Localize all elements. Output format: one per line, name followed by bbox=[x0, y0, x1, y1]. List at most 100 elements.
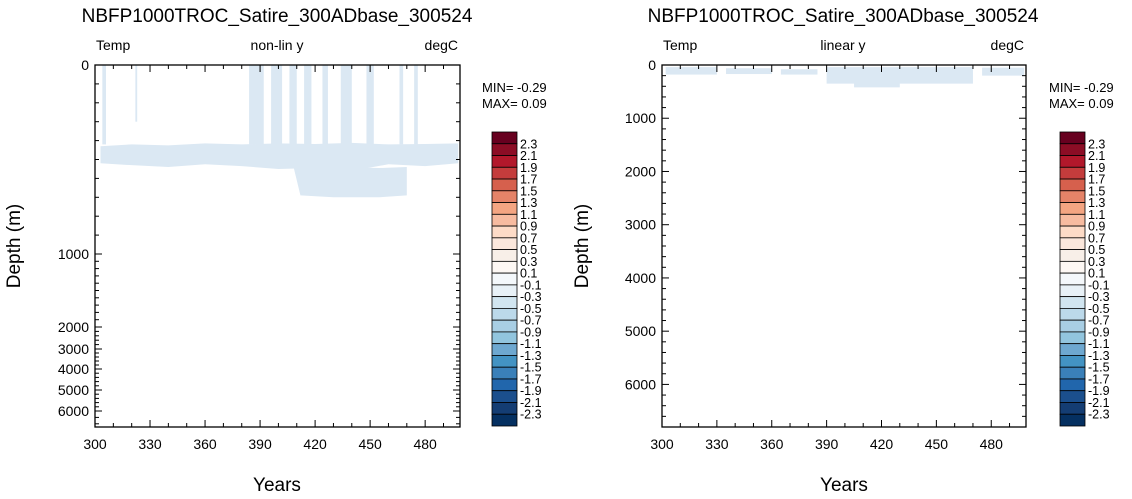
colorbar-swatch bbox=[491, 202, 518, 215]
colorbar-swatch bbox=[491, 260, 518, 274]
x-tick-label: 300 bbox=[83, 436, 107, 452]
anomaly-patch bbox=[249, 65, 264, 145]
colorbar-swatch bbox=[1059, 260, 1086, 274]
colorbar-label: -0.7 bbox=[520, 314, 542, 328]
colorbar-label: 0.5 bbox=[1088, 243, 1105, 257]
variable-label: Temp bbox=[663, 37, 697, 53]
anomaly-patch bbox=[366, 65, 374, 145]
colorbar-swatch bbox=[1059, 390, 1086, 403]
colorbar-swatch bbox=[1059, 225, 1086, 239]
colorbar-label: 1.7 bbox=[520, 173, 537, 187]
colorbar-label: -0.5 bbox=[1088, 302, 1110, 316]
y-tick-label: 0 bbox=[81, 57, 89, 73]
colorbar-label: 1.3 bbox=[520, 196, 537, 210]
anomaly-field bbox=[665, 67, 1025, 88]
colorbar-swatch bbox=[491, 190, 518, 203]
colorbar-swatch bbox=[491, 272, 518, 286]
anomaly-patch bbox=[399, 65, 404, 145]
colorbar-label: 1.5 bbox=[520, 184, 537, 198]
min-value-text: MIN= -0.29 bbox=[482, 80, 547, 95]
x-tick-label: 480 bbox=[980, 436, 1004, 452]
colorbar-label: 1.9 bbox=[1088, 161, 1105, 175]
colorbar-label: -1.5 bbox=[520, 361, 542, 375]
colorbar-swatch bbox=[491, 307, 518, 321]
anomaly-patch bbox=[135, 65, 138, 122]
y-tick-label: 4000 bbox=[625, 270, 656, 286]
y-tick-label: 4000 bbox=[58, 361, 89, 377]
colorbar-swatch bbox=[1059, 413, 1086, 427]
colorbar-swatch bbox=[491, 319, 518, 333]
anomaly-patch bbox=[982, 67, 1025, 76]
colorbar-swatch bbox=[1059, 296, 1086, 309]
x-tick-label: 420 bbox=[870, 436, 894, 452]
variable-label: Temp bbox=[96, 37, 130, 53]
colorbar-swatch bbox=[491, 213, 518, 227]
axis-ticks: 300 330 360 390 420 450 480 0 1000 2000 3000 4000 50… bbox=[625, 57, 1026, 452]
colorbar-swatch bbox=[491, 402, 518, 415]
panel-title: NBFP1000TROC_Satire_300ADbase_300524 bbox=[648, 6, 1039, 27]
colorbar-label: 1.3 bbox=[1088, 196, 1105, 210]
colorbar-swatch bbox=[1059, 178, 1086, 192]
y-tick-label: 1000 bbox=[58, 246, 89, 262]
x-tick-label: 480 bbox=[413, 436, 437, 452]
plot-frame bbox=[661, 64, 1027, 428]
colorbar-swatch bbox=[491, 143, 518, 156]
colorbar-label: -1.1 bbox=[1088, 337, 1110, 351]
anomaly-patch bbox=[289, 65, 297, 145]
x-tick-label: 450 bbox=[358, 436, 382, 452]
colorbar-swatch bbox=[1059, 319, 1086, 333]
colorbar-label: -1.5 bbox=[1088, 361, 1110, 375]
anomaly-band bbox=[100, 142, 459, 171]
colorbar-label: 0.7 bbox=[520, 231, 537, 245]
colorbar-swatch bbox=[1059, 331, 1086, 345]
y-tick-label: 5000 bbox=[58, 382, 89, 398]
min-value-text: MIN= -0.29 bbox=[1049, 80, 1114, 95]
anomaly-patch bbox=[854, 80, 900, 88]
colorbar-label: 0.1 bbox=[520, 267, 537, 281]
colorbar-swatch bbox=[1059, 166, 1086, 180]
anomaly-patch bbox=[102, 65, 107, 145]
x-tick-label: 360 bbox=[193, 436, 217, 452]
colorbar-swatch bbox=[1059, 202, 1086, 215]
colorbar: 2.32.11.91.71.51.31.10.90.70.50.30.1-0.1… bbox=[1059, 131, 1110, 427]
x-tick-label: 420 bbox=[303, 436, 327, 452]
x-tick-label: 330 bbox=[138, 436, 162, 452]
colorbar-swatch bbox=[1059, 343, 1086, 356]
colorbar-label: 2.3 bbox=[520, 137, 537, 151]
colorbar-label: 1.9 bbox=[520, 161, 537, 175]
y-axis-title: Depth (m) bbox=[572, 204, 593, 288]
colorbar-label: 1.5 bbox=[1088, 184, 1105, 198]
colorbar-label: 0.3 bbox=[1088, 255, 1105, 269]
colorbar-swatch bbox=[491, 284, 518, 298]
colorbar-swatch bbox=[491, 390, 518, 403]
anomaly-patch bbox=[304, 65, 312, 145]
colorbar-swatch bbox=[491, 131, 518, 145]
axis-mode-label: linear y bbox=[820, 37, 865, 53]
y-tick-label: 5000 bbox=[625, 323, 656, 339]
colorbar-swatch bbox=[491, 413, 518, 427]
y-tick-label: 3000 bbox=[58, 341, 89, 357]
panel-nonlinear: NBFP1000TROC_Satire_300ADbase_300524 Tem… bbox=[4, 6, 547, 496]
anomaly-patch bbox=[322, 65, 328, 145]
colorbar-swatch bbox=[1059, 237, 1086, 250]
colorbar-swatch bbox=[491, 237, 518, 250]
colorbar-label: -0.1 bbox=[1088, 278, 1110, 292]
y-tick-label: 0 bbox=[648, 57, 656, 73]
colorbar-swatch bbox=[491, 366, 518, 380]
y-tick-label: 1000 bbox=[625, 110, 656, 126]
colorbar-label: -0.7 bbox=[1088, 314, 1110, 328]
colorbar-label: 0.1 bbox=[1088, 267, 1105, 281]
colorbar-label: 0.7 bbox=[1088, 231, 1105, 245]
colorbar-swatch bbox=[491, 343, 518, 356]
unit-label: degC bbox=[425, 37, 458, 53]
colorbar-swatch bbox=[491, 178, 518, 192]
axis-mode-label: non-lin y bbox=[251, 37, 304, 53]
colorbar-label: -0.9 bbox=[520, 325, 542, 339]
x-tick-label: 390 bbox=[248, 436, 272, 452]
colorbar-swatch bbox=[491, 378, 518, 392]
panel-title: NBFP1000TROC_Satire_300ADbase_300524 bbox=[82, 6, 473, 27]
colorbar-swatch bbox=[1059, 190, 1086, 203]
plot-frame bbox=[94, 64, 461, 428]
colorbar-swatch bbox=[1059, 213, 1086, 227]
